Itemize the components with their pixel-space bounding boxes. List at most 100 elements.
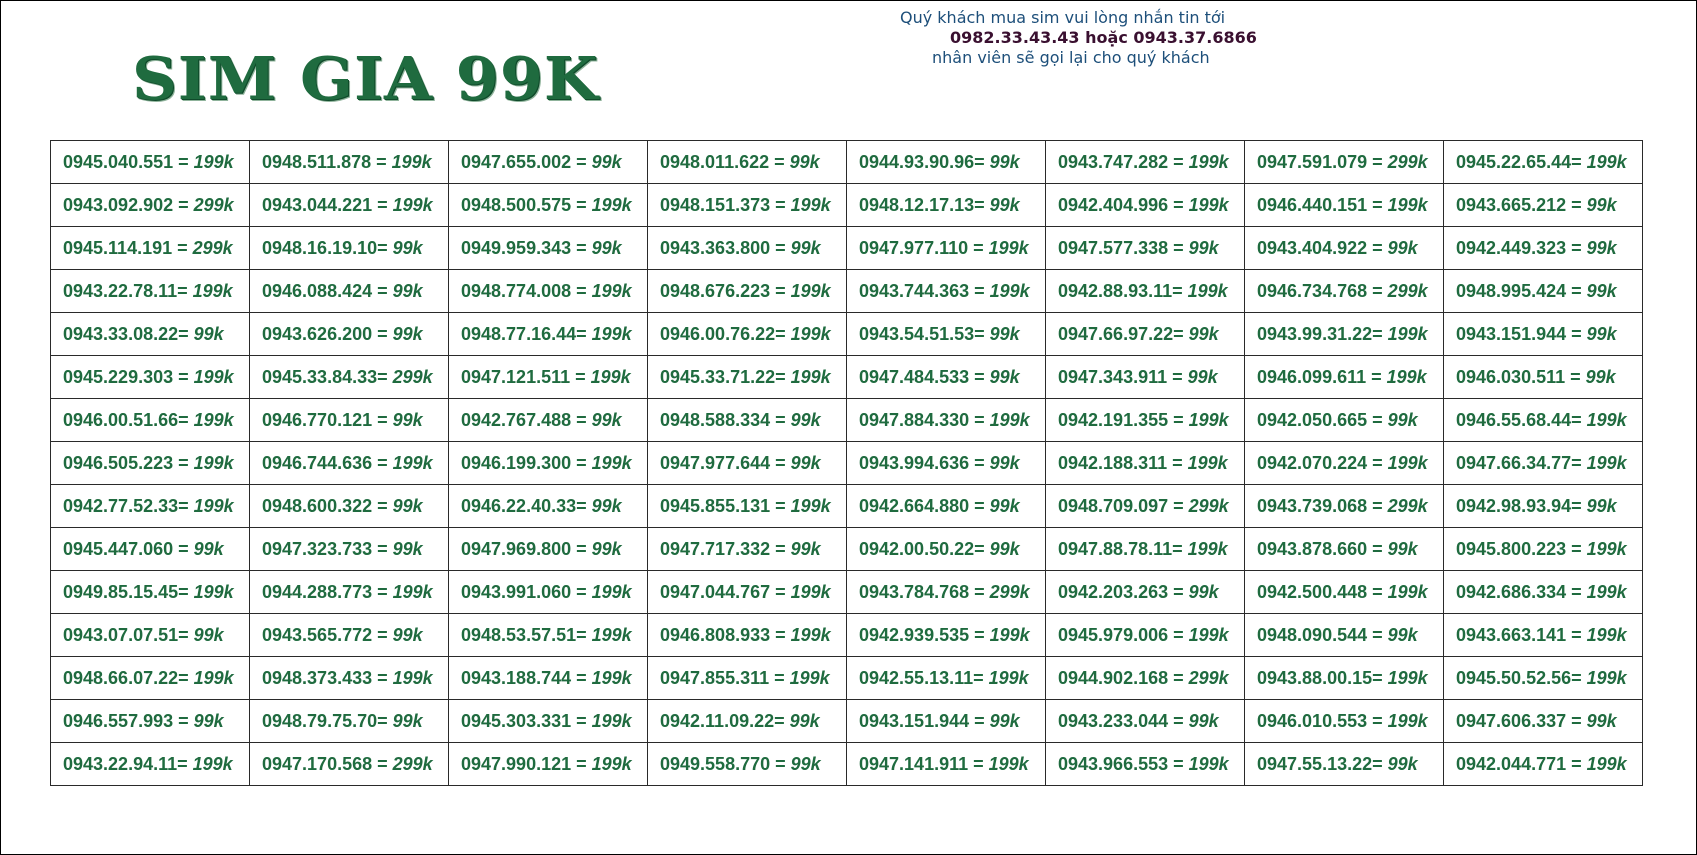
sim-number: 0947.55.13.22= [1257, 753, 1388, 774]
sim-number: 0944.93.90.96= [859, 151, 990, 172]
sim-number: 0943.663.141 = [1456, 624, 1587, 645]
sim-entry: 0943.092.902 = 299k [50, 183, 250, 227]
sim-price: 199k [790, 366, 831, 387]
sim-entry: 0946.557.993 = 99k [50, 699, 250, 743]
sim-number: 0942.88.93.11= [1058, 280, 1188, 301]
sim-entry: 0942.050.665 = 99k [1244, 398, 1444, 442]
sim-price: 99k [789, 151, 820, 172]
sim-number: 0945.22.65.44= [1456, 151, 1587, 172]
sim-entry: 0943.88.00.15= 199k [1244, 656, 1444, 700]
sim-entry: 0942.664.880 = 99k [846, 484, 1046, 528]
sim-price: 199k [1386, 366, 1427, 387]
sim-number: 0943.878.660 = [1257, 538, 1388, 559]
sim-price: 199k [391, 151, 432, 172]
sim-number: 0946.505.223 = [63, 452, 194, 473]
sim-entry: 0948.500.575 = 199k [448, 183, 648, 227]
page-title: SIM GIA 99K [132, 43, 599, 114]
sim-number: 0945.114.191 = [63, 237, 193, 258]
sim-entry: 0946.734.768 = 299k [1244, 269, 1444, 313]
table-row: 0949.85.15.45= 199k 0944.288.773 = 199k 09… [50, 570, 1643, 614]
sim-entry: 0945.114.191 = 299k [50, 226, 250, 270]
sim-number: 0949.959.343 = [461, 237, 592, 258]
sim-price: 199k [1586, 624, 1627, 645]
sim-number: 0946.199.300 = [461, 452, 592, 473]
sim-price: 199k [1387, 452, 1428, 473]
sim-number: 0945.33.71.22= [660, 366, 791, 387]
sim-entry: 0945.979.006 = 199k [1045, 613, 1245, 657]
sim-entry: 0946.030.511 = 99k [1443, 355, 1643, 399]
sim-entry: 0947.969.800 = 99k [448, 527, 648, 571]
sim-entry: 0946.770.121 = 99k [249, 398, 449, 442]
sim-price-table: 0945.040.551 = 199k 0948.511.878 = 199k 09… [50, 140, 1643, 786]
sim-number: 0943.22.78.11= [63, 280, 193, 301]
sim-price: 199k [1187, 280, 1228, 301]
sim-number: 0943.092.902 = [63, 194, 194, 215]
sim-entry: 0943.54.51.53= 99k [846, 312, 1046, 356]
sim-number: 0948.151.373 = [660, 194, 791, 215]
sim-entry: 0945.303.331 = 199k [448, 699, 648, 743]
sim-price: 199k [1586, 151, 1627, 172]
sim-entry: 0942.449.323 = 99k [1443, 226, 1643, 270]
sim-entry: 0943.665.212 = 99k [1443, 183, 1643, 227]
sim-price: 199k [591, 710, 632, 731]
sim-number: 0946.734.768 = [1257, 280, 1388, 301]
sim-entry: 0947.55.13.22= 99k [1244, 742, 1444, 786]
sim-entry: 0942.00.50.22= 99k [846, 527, 1046, 571]
sim-number: 0943.151.944 = [1456, 323, 1587, 344]
sim-price: 199k [989, 409, 1030, 430]
sim-price: 199k [790, 194, 831, 215]
sim-price: 199k [591, 581, 632, 602]
sim-number: 0944.902.168 = [1058, 667, 1189, 688]
sim-price: 99k [392, 710, 423, 731]
sim-entry: 0942.77.52.33= 199k [50, 484, 250, 528]
table-row: 0943.22.78.11= 199k 0946.088.424 = 99k 094… [50, 269, 1643, 313]
sim-entry: 0942.203.263 = 99k [1045, 570, 1245, 614]
sim-price: 99k [1387, 237, 1418, 258]
sim-number: 0946.030.511 = [1456, 366, 1586, 387]
sim-entry: 0943.151.944 = 99k [846, 699, 1046, 743]
sim-price: 99k [989, 538, 1020, 559]
sim-price: 99k [392, 323, 423, 344]
sim-entry: 0948.011.622 = 99k [647, 140, 847, 184]
sim-entry: 0946.744.636 = 199k [249, 441, 449, 485]
sim-price: 299k [1387, 280, 1428, 301]
sim-number: 0947.717.332 = [660, 538, 791, 559]
contact-notice: Quý khách mua sim vui lòng nhắn tin tới … [870, 8, 1290, 68]
sim-entry: 0945.855.131 = 199k [647, 484, 847, 528]
sim-price: 99k [1586, 495, 1617, 516]
sim-entry: 0949.959.343 = 99k [448, 226, 648, 270]
sim-entry: 0948.79.75.70= 99k [249, 699, 449, 743]
sim-price: 99k [1187, 366, 1218, 387]
sim-number: 0943.54.51.53= [859, 323, 990, 344]
sim-price: 199k [591, 323, 632, 344]
sim-number: 0943.565.772 = [262, 624, 393, 645]
sim-price: 199k [1387, 323, 1428, 344]
sim-number: 0947.884.330 = [859, 409, 990, 430]
sim-price: 199k [1586, 753, 1627, 774]
sim-price: 199k [988, 667, 1029, 688]
sim-number: 0948.588.334 = [660, 409, 791, 430]
sim-number: 0948.709.097 = [1058, 495, 1189, 516]
sim-number: 0942.664.880 = [859, 495, 990, 516]
sim-number: 0948.66.07.22= [63, 667, 194, 688]
sim-entry: 0946.00.51.66= 199k [50, 398, 250, 442]
sim-number: 0947.977.644 = [660, 452, 791, 473]
table-row: 0942.77.52.33= 199k 0948.600.322 = 99k 094… [50, 484, 1643, 528]
sim-number: 0946.440.151 = [1257, 194, 1388, 215]
sim-number: 0948.373.433 = [262, 667, 393, 688]
sim-entry: 0947.717.332 = 99k [647, 527, 847, 571]
sim-number: 0945.447.060 = [63, 538, 194, 559]
sim-entry: 0946.088.424 = 99k [249, 269, 449, 313]
table-row: 0946.505.223 = 199k 0946.744.636 = 199k 09… [50, 441, 1643, 485]
sim-number: 0945.50.52.56= [1456, 667, 1587, 688]
sim-entry: 0943.044.221 = 199k [249, 183, 449, 227]
sim-number: 0942.203.263 = [1058, 581, 1189, 602]
sim-price: 199k [193, 667, 234, 688]
sim-entry: 0946.55.68.44= 199k [1443, 398, 1643, 442]
sim-entry: 0942.191.355 = 199k [1045, 398, 1245, 442]
sim-number: 0947.044.767 = [660, 581, 791, 602]
sim-price: 99k [1188, 710, 1219, 731]
sim-number: 0943.151.944 = [859, 710, 990, 731]
table-row: 0943.33.08.22= 99k 0943.626.200 = 99k 0948… [50, 312, 1643, 356]
sim-number: 0943.626.200 = [262, 323, 393, 344]
